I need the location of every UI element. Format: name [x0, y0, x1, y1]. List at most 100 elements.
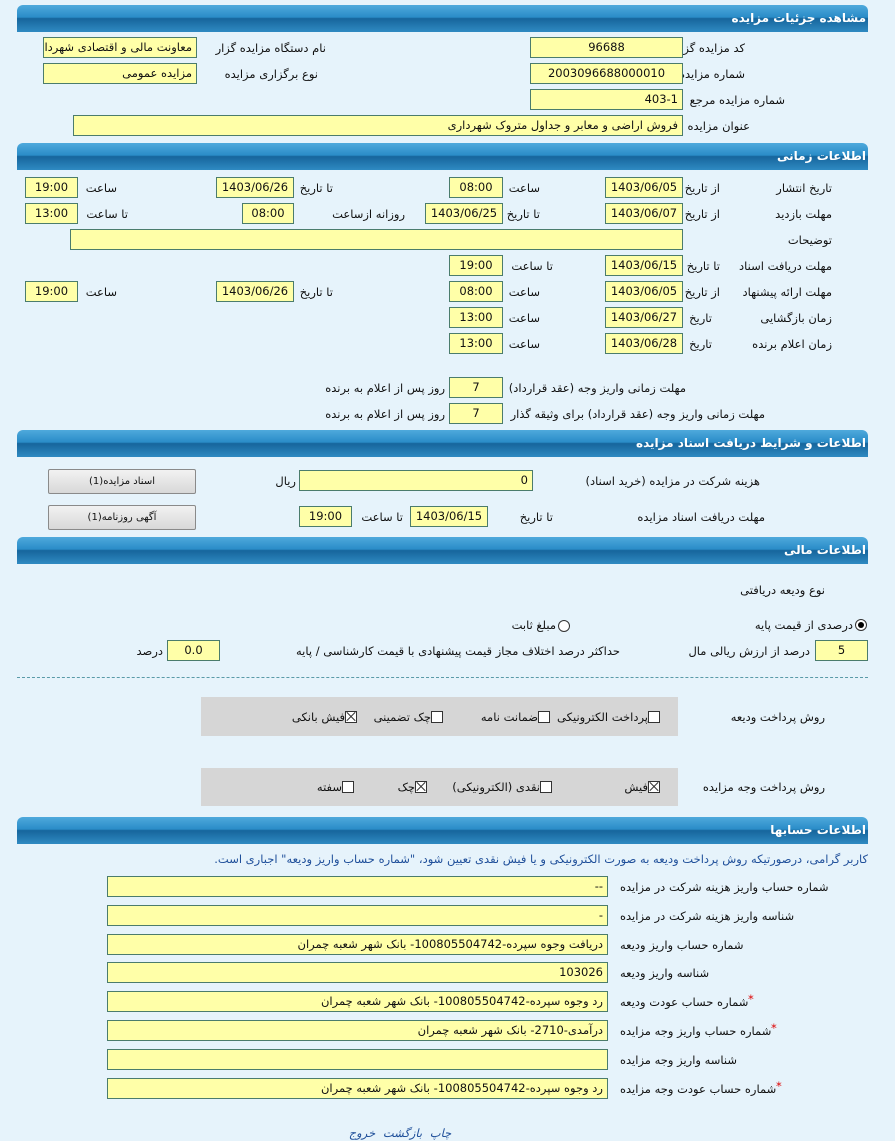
auction-number-field: 2003096688000010	[530, 63, 683, 84]
payment-method-checkbox[interactable]	[342, 781, 354, 793]
field-label: شماره مزایده	[679, 67, 745, 81]
field-label: درصدی از قیمت پایه	[754, 618, 853, 632]
account-label: شماره حساب عودت وجه مزایده	[620, 1082, 777, 1096]
required-mark: *	[748, 992, 754, 1006]
field-label: تا تاریخ	[519, 510, 553, 524]
field-label: درصد	[136, 644, 163, 658]
account-label: شناسه واریز هزینه شرکت در مزایده	[620, 909, 795, 923]
row-label: توضیحات	[787, 233, 832, 247]
percent-field: 5	[815, 640, 868, 661]
visit-to-time: 13:00	[25, 203, 78, 224]
account-label: شناسه واریز ودیعه	[620, 966, 710, 980]
payment-method-box	[201, 768, 678, 806]
account-value-field	[107, 1049, 608, 1070]
organizer-name-field: معاونت مالی و اقتصادی شهرداری	[43, 37, 197, 58]
row-label: مهلت دریافت اسناد	[739, 259, 832, 273]
deposit-method-checkbox[interactable]	[345, 711, 357, 723]
accounts-notice: کاربر گرامی، درصورتیکه روش پرداخت ودیعه …	[214, 852, 868, 866]
deposit-method-label: چک تضمینی	[373, 710, 431, 724]
payment-method-checkbox[interactable]	[540, 781, 552, 793]
field-label: تاریخ	[689, 337, 712, 351]
divider	[17, 677, 868, 678]
organizer-code-field: 96688	[530, 37, 683, 58]
offer-to-time: 19:00	[25, 281, 78, 302]
back-link[interactable]: بازگشت	[382, 1126, 423, 1140]
section-header-accounts: اطلاعات حسابها	[17, 817, 868, 844]
field-label: کد مزایده گزار	[674, 41, 745, 55]
field-label: نوع ودیعه دریافتی	[740, 583, 825, 597]
print-link[interactable]: چاپ	[429, 1126, 452, 1140]
section-header-timing: اطلاعات زمانی	[17, 143, 868, 170]
field-label: شماره مزایده مرجع	[689, 93, 785, 107]
field-label: ساعت	[508, 311, 540, 325]
field-label: مبلغ ثابت	[511, 618, 556, 632]
collateral-deadline-days: 7	[449, 403, 503, 424]
winner-date: 1403/06/28	[605, 333, 683, 354]
publish-to-date: 1403/06/26	[216, 177, 294, 198]
field-label: تا ساعت	[511, 259, 553, 273]
field-label: نوع برگزاری مزایده	[224, 67, 318, 81]
exit-link[interactable]: خروج	[348, 1126, 376, 1140]
auction-documents-button[interactable]: اسناد مزایده(1)	[48, 469, 196, 494]
account-value-field: -	[107, 905, 608, 926]
field-label: مهلت زمانی واریز وجه (عقد قرارداد) برای …	[510, 407, 765, 421]
account-value-field: درآمدی-2710- بانک شهر شعبه چمران	[107, 1020, 608, 1041]
field-label: حداکثر درصد اختلاف مجاز قیمت پیشنهادی با…	[295, 644, 620, 658]
footer-links: چاپ بازگشت خروج	[0, 1126, 800, 1140]
section-header-details: مشاهده جزئیات مزایده	[17, 5, 868, 32]
field-label: ساعت	[85, 285, 117, 299]
fee-field: 0	[299, 470, 533, 491]
field-label: ساعت	[508, 285, 540, 299]
account-value-field: --	[107, 876, 608, 897]
account-label: شناسه واریز وجه مزایده	[620, 1053, 738, 1067]
deposit-method-label: ضمانت نامه	[480, 710, 538, 724]
publish-from-date: 1403/06/05	[605, 177, 683, 198]
row-label: مهلت بازدید	[775, 207, 832, 221]
row-label: مهلت ارائه پیشنهاد	[742, 285, 832, 299]
required-mark: *	[776, 1079, 782, 1093]
account-value-field: دریافت وجوه سپرده-100805504742- بانک شهر…	[107, 934, 608, 955]
reference-number-field: 403-1	[530, 89, 683, 110]
opening-date: 1403/06/27	[605, 307, 683, 328]
row-label: تاریخ انتشار	[776, 181, 832, 195]
offer-from-time: 08:00	[449, 281, 503, 302]
field-label: تا تاریخ	[299, 181, 333, 195]
row-label: زمان بازگشایی	[760, 311, 832, 325]
docs-to-date: 1403/06/15	[605, 255, 683, 276]
account-value-field: 103026	[107, 962, 608, 983]
payment-deadline-days: 7	[449, 377, 503, 398]
radio-percent[interactable]	[855, 619, 867, 631]
field-label: از تاریخ	[684, 181, 720, 195]
max-diff-field: 0.0	[167, 640, 220, 661]
field-label: روز پس از اعلام به برنده	[325, 381, 445, 395]
newspaper-ad-button[interactable]: آگهی روزنامه(1)	[48, 505, 196, 530]
deposit-method-checkbox[interactable]	[538, 711, 550, 723]
radio-fixed[interactable]	[558, 620, 570, 632]
docs-deadline-time: 19:00	[299, 506, 352, 527]
field-label: تا تاریخ	[299, 285, 333, 299]
field-label: روش پرداخت ودیعه	[730, 710, 825, 724]
field-label: تا ساعت	[361, 510, 403, 524]
field-label: روش پرداخت وجه مزایده	[702, 780, 825, 794]
field-label: از تاریخ	[684, 285, 720, 299]
field-label: تا ساعت	[86, 207, 128, 221]
offer-to-date: 1403/06/26	[216, 281, 294, 302]
required-mark: *	[771, 1021, 777, 1035]
account-label: شماره حساب واریز هزینه شرکت در مزایده	[620, 880, 829, 894]
field-label: ساعت	[508, 181, 540, 195]
deposit-method-label: پرداخت الکترونیکی	[557, 710, 648, 724]
field-label: ساعت	[85, 181, 117, 195]
field-label: مهلت زمانی واریز وجه (عقد قرارداد)	[508, 381, 686, 395]
description-field	[70, 229, 683, 250]
deposit-method-checkbox[interactable]	[431, 711, 443, 723]
payment-method-checkbox[interactable]	[415, 781, 427, 793]
deposit-method-checkbox[interactable]	[648, 711, 660, 723]
payment-method-checkbox[interactable]	[648, 781, 660, 793]
payment-method-label: نقدی (الکترونیکی)	[452, 780, 540, 794]
docs-to-time: 19:00	[449, 255, 503, 276]
field-label: تا تاریخ	[686, 259, 720, 273]
account-label: شماره حساب عودت ودیعه	[620, 995, 749, 1009]
auction-title-field: فروش اراضی و معابر و جداول متروک شهرداری	[73, 115, 683, 136]
account-value-field: رد وجوه سپرده-100805504742- بانک شهر شعب…	[107, 991, 608, 1012]
field-label: تاریخ	[689, 311, 712, 325]
